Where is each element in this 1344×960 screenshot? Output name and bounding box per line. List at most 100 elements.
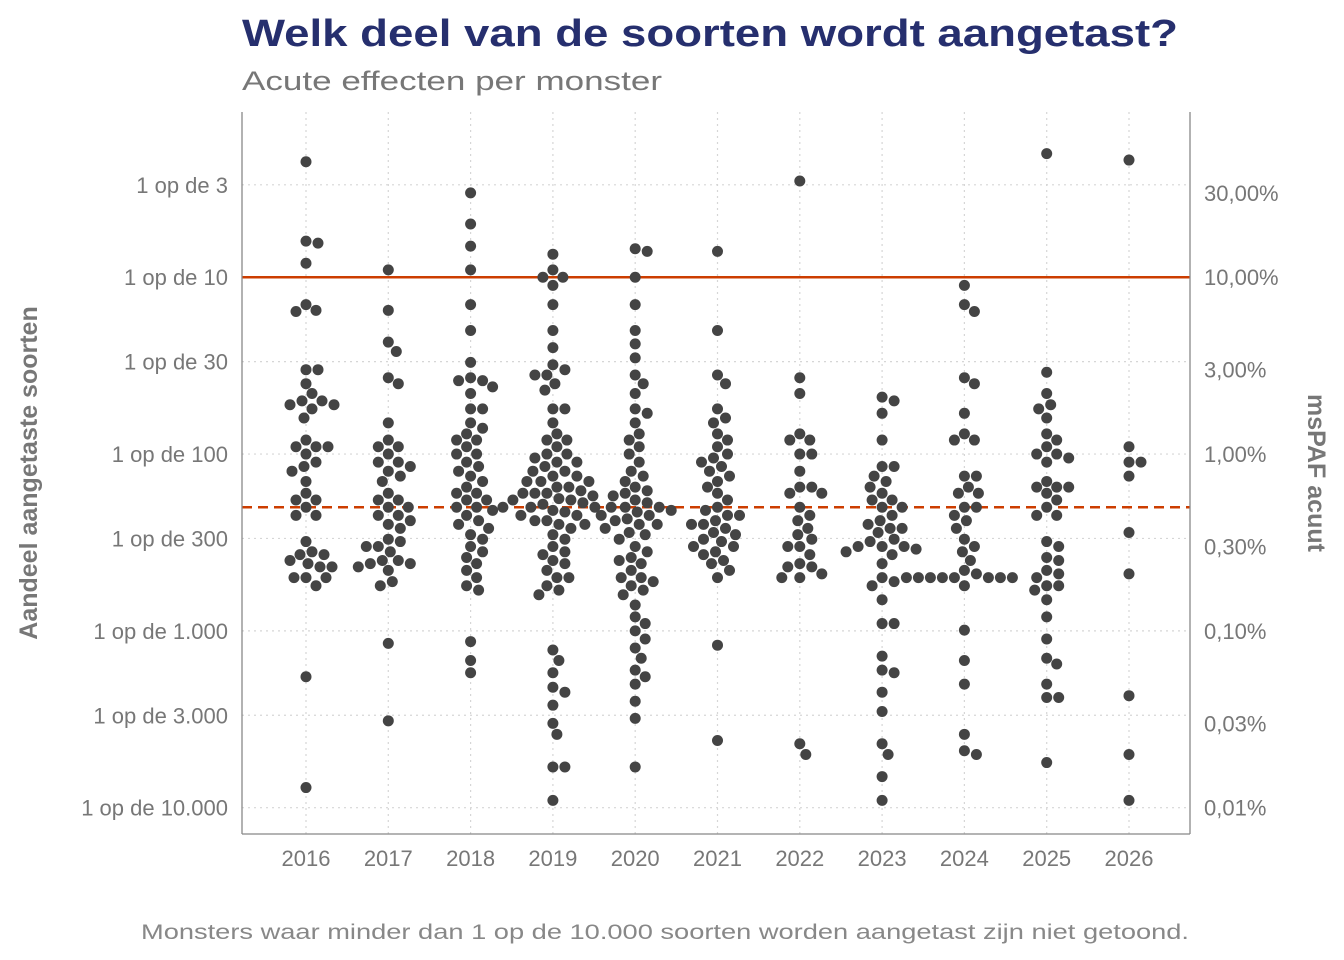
- data-point-2016: [298, 461, 310, 473]
- data-point-2025: [1041, 564, 1053, 576]
- data-point-2019: [553, 493, 565, 505]
- data-point-2019: [553, 654, 565, 666]
- data-point-2018: [461, 481, 473, 493]
- data-point-2020: [629, 417, 641, 429]
- data-point-2021: [722, 448, 733, 460]
- data-point-2022: [804, 434, 816, 446]
- data-point-2025: [1053, 691, 1065, 703]
- data-point-2024: [994, 572, 1006, 584]
- data-point-2024: [970, 568, 982, 580]
- data-point-2017: [404, 515, 416, 527]
- data-point-2023: [876, 461, 888, 473]
- data-point-2024: [962, 481, 974, 493]
- data-point-2023: [874, 515, 886, 527]
- data-point-2023: [840, 546, 852, 558]
- data-point-2023: [876, 434, 888, 446]
- data-point-2021: [712, 403, 723, 415]
- data-point-2018: [461, 564, 473, 576]
- data-point-2020: [625, 552, 637, 564]
- data-point-2025: [1051, 434, 1063, 446]
- data-point-2019: [541, 487, 553, 499]
- data-point-2018: [461, 494, 473, 506]
- data-point-2025: [1045, 399, 1057, 411]
- data-point-2020: [629, 712, 641, 724]
- right-tick-label: 0,01%: [1204, 796, 1266, 821]
- data-point-2020: [629, 678, 641, 690]
- data-point-2024: [958, 580, 970, 592]
- data-point-2025: [1041, 441, 1053, 453]
- data-point-2024: [912, 572, 924, 584]
- x-tick-label: 2019: [528, 846, 577, 871]
- data-point-2025: [1041, 456, 1053, 468]
- data-point-2019: [559, 533, 571, 545]
- data-point-2016: [322, 441, 334, 453]
- data-point-2020: [635, 572, 647, 584]
- data-point-2025: [1041, 501, 1053, 513]
- data-point-2022: [816, 487, 828, 499]
- data-point-2019: [521, 475, 533, 487]
- data-point-2016: [310, 509, 322, 521]
- data-point-2017: [376, 475, 388, 487]
- data-point-2018: [487, 381, 499, 393]
- data-point-2026: [1123, 154, 1135, 166]
- data-point-2018: [473, 461, 485, 473]
- data-point-2025: [1041, 552, 1053, 564]
- data-point-2026: [1123, 748, 1135, 760]
- data-point-2022: [804, 509, 816, 521]
- left-tick-label: 1 op de 1.000: [93, 619, 228, 644]
- data-point-2016: [300, 536, 312, 548]
- data-point-2021: [698, 518, 709, 530]
- data-point-2020: [641, 497, 653, 509]
- data-point-2017: [394, 522, 406, 534]
- data-point-2021: [700, 504, 711, 516]
- data-point-2025: [1051, 509, 1063, 521]
- data-point-2020: [629, 664, 641, 676]
- data-point-2017: [372, 509, 384, 521]
- data-point-2018: [465, 356, 477, 368]
- left-tick-label: 1 op de 10: [124, 265, 228, 290]
- data-point-2019: [547, 644, 559, 656]
- data-point-2019: [533, 589, 545, 601]
- data-point-2022: [784, 434, 796, 446]
- data-point-2017: [382, 304, 394, 316]
- data-point-2017: [392, 494, 404, 506]
- data-point-2020: [637, 470, 649, 482]
- data-point-2024: [960, 515, 972, 527]
- data-point-2020: [665, 504, 677, 516]
- data-point-2025: [1041, 487, 1053, 499]
- data-point-2023: [864, 481, 876, 493]
- data-point-2019: [551, 481, 563, 493]
- data-point-2016: [300, 235, 312, 247]
- data-point-2017: [402, 501, 414, 513]
- data-point-2018: [465, 324, 477, 336]
- data-point-2020: [613, 533, 625, 545]
- data-point-2019: [553, 518, 565, 530]
- data-point-2022: [816, 568, 828, 580]
- data-point-2016: [300, 572, 312, 584]
- y-axis-title-right: msPAF acuut: [1302, 394, 1330, 553]
- data-point-2024: [958, 299, 970, 311]
- data-point-2022: [784, 487, 796, 499]
- data-point-2025: [1041, 475, 1053, 487]
- data-point-2023: [884, 522, 896, 534]
- data-point-2016: [300, 487, 312, 499]
- data-point-2019: [547, 681, 559, 693]
- data-point-2018: [461, 580, 473, 592]
- data-point-2020: [633, 518, 645, 530]
- data-point-2024: [970, 501, 982, 513]
- data-point-2026: [1123, 470, 1135, 482]
- data-point-2017: [382, 501, 394, 513]
- data-point-2019: [537, 549, 549, 561]
- data-point-2019: [539, 384, 551, 396]
- data-point-2026: [1123, 794, 1135, 806]
- data-point-2019: [547, 403, 559, 415]
- data-point-2016: [302, 558, 314, 570]
- x-tick-label: 2020: [611, 846, 660, 871]
- data-point-2020: [629, 388, 641, 400]
- data-point-2017: [372, 541, 384, 553]
- data-point-2025: [1041, 536, 1053, 548]
- data-point-2020: [617, 589, 629, 601]
- data-point-2017: [382, 637, 394, 649]
- data-point-2021: [716, 536, 727, 548]
- data-point-2022: [792, 515, 804, 527]
